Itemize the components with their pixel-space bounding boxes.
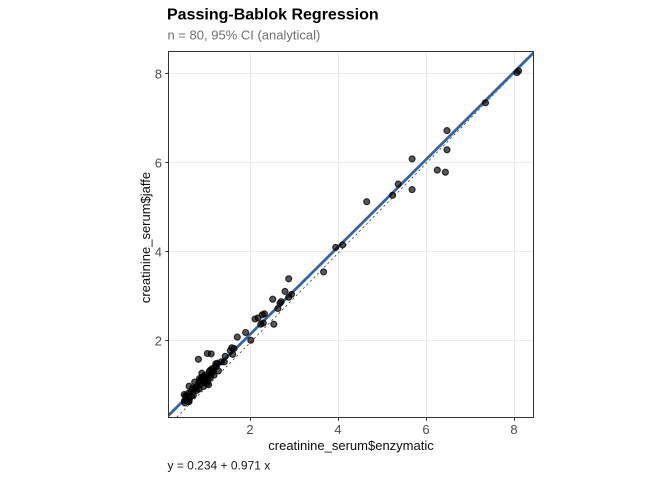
svg-text:2: 2 xyxy=(155,334,162,349)
svg-text:6: 6 xyxy=(155,156,162,171)
svg-text:8: 8 xyxy=(155,67,162,82)
svg-text:y = 0.234 + 0.971 x: y = 0.234 + 0.971 x xyxy=(168,459,271,473)
svg-text:n = 80, 95% CI (analytical): n = 80, 95% CI (analytical) xyxy=(168,28,321,43)
svg-text:2: 2 xyxy=(246,422,253,437)
svg-text:creatinine_serum$jaffe: creatinine_serum$jaffe xyxy=(138,172,153,303)
svg-text:Passing-Bablok Regression: Passing-Bablok Regression xyxy=(167,7,379,24)
svg-text:4: 4 xyxy=(155,245,162,260)
svg-text:creatinine_serum$enzymatic: creatinine_serum$enzymatic xyxy=(268,438,434,453)
svg-text:8: 8 xyxy=(510,422,517,437)
svg-text:6: 6 xyxy=(422,422,429,437)
svg-text:4: 4 xyxy=(334,422,341,437)
